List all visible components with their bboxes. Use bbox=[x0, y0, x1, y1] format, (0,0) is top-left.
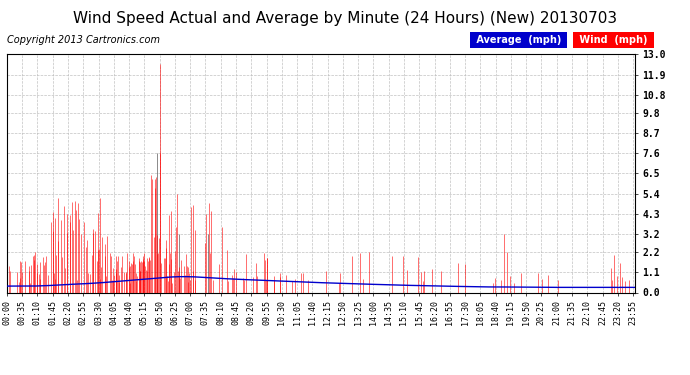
Text: Average  (mph): Average (mph) bbox=[473, 35, 564, 45]
Text: Wind Speed Actual and Average by Minute (24 Hours) (New) 20130703: Wind Speed Actual and Average by Minute … bbox=[73, 11, 617, 26]
Text: Wind  (mph): Wind (mph) bbox=[576, 35, 651, 45]
Text: Copyright 2013 Cartronics.com: Copyright 2013 Cartronics.com bbox=[7, 35, 160, 45]
